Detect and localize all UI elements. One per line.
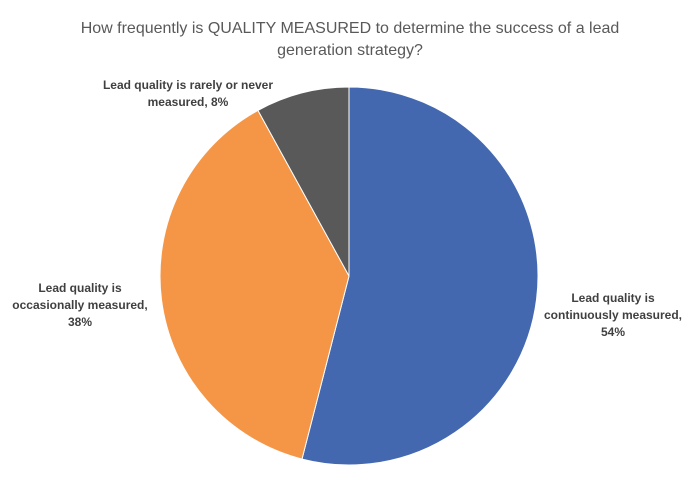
data-label: Lead quality is continuously measured, 5… <box>543 291 683 339</box>
pie-slice <box>257 86 350 277</box>
pie-slice <box>301 86 539 466</box>
data-label: Lead quality is rarely or never measured… <box>102 78 274 109</box>
data-label: Lead quality is occasionally measured, 3… <box>12 281 148 329</box>
pie-slice <box>159 109 350 460</box>
chart-title: How frequently is QUALITY MEASURED to de… <box>80 20 620 59</box>
